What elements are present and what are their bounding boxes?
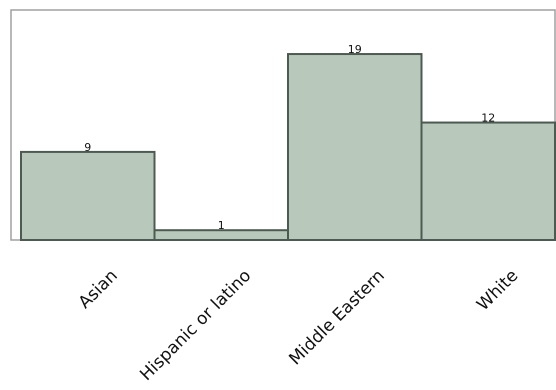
data-labels-group: 9 1 19 12 (84, 43, 495, 232)
bar-asian (20, 150, 156, 241)
bar-middle-eastern (287, 53, 423, 241)
x-tick-label-asian: Asian (75, 266, 122, 313)
data-label-middle-eastern: 19 (348, 43, 362, 56)
x-tick-label-white: White (473, 266, 522, 315)
data-label-asian: 9 (84, 141, 91, 154)
x-tick-labels-group: Asian Hispanic or latino Middle Eastern Whi… (75, 266, 522, 385)
bar-white (420, 121, 556, 241)
data-label-hispanic-or-latino: 1 (218, 219, 225, 232)
x-tick-label-hispanic-or-latino: Hispanic or latino (136, 266, 255, 385)
data-label-white: 12 (481, 112, 495, 125)
x-tick-label-middle-eastern: Middle Eastern (285, 266, 388, 369)
bars-group (20, 53, 556, 242)
